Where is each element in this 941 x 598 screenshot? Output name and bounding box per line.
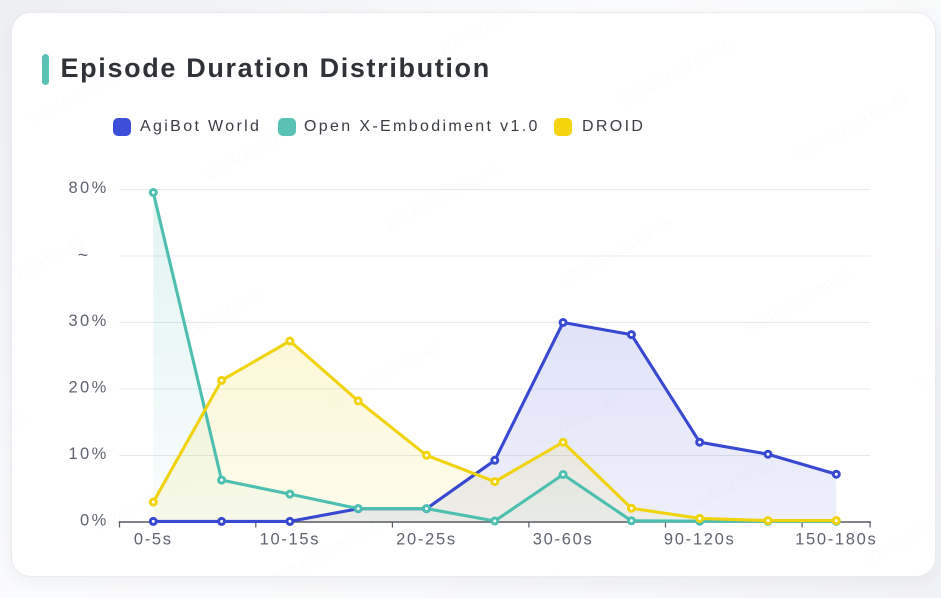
svg-text:20%: 20% — [68, 379, 108, 397]
svg-text:150-180s: 150-180s — [795, 531, 877, 549]
svg-text:10-15s: 10-15s — [260, 531, 321, 549]
svg-text:30-60s: 30-60s — [533, 531, 594, 549]
svg-text:80%: 80% — [68, 179, 108, 197]
svg-text:0-5s: 0-5s — [134, 531, 173, 549]
svg-text:~: ~ — [78, 245, 89, 265]
svg-text:10%: 10% — [68, 445, 108, 463]
svg-text:90-120s: 90-120s — [664, 531, 736, 549]
svg-text:0%: 0% — [80, 512, 109, 530]
svg-text:30%: 30% — [68, 312, 108, 330]
svg-text:20-25s: 20-25s — [396, 531, 457, 549]
